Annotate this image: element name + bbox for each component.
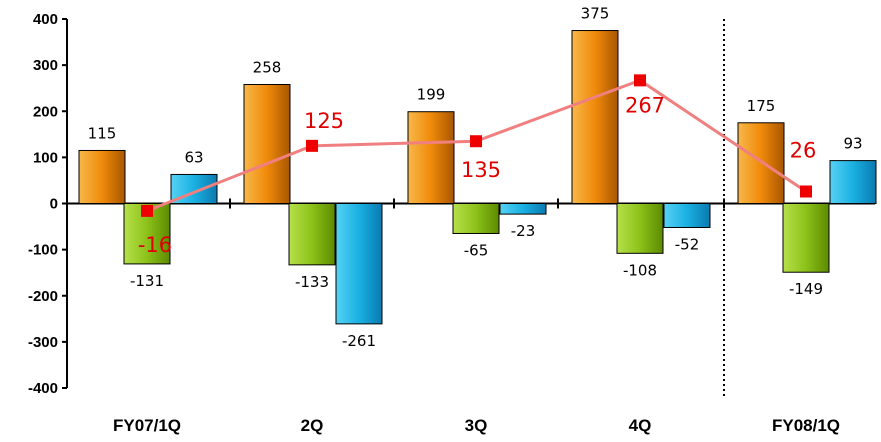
- bar-series-2-bar: [288, 203, 336, 266]
- y-tick-label: -100: [28, 242, 58, 259]
- bar-value-label: -108: [623, 261, 657, 279]
- y-tick-label: 100: [33, 149, 58, 166]
- line-series: [141, 74, 812, 217]
- bar-value-label: 63: [184, 148, 203, 166]
- line-point-marker: [141, 204, 153, 217]
- bars: [78, 30, 877, 325]
- bar-value-label: 93: [843, 135, 862, 153]
- y-tick-label: 200: [33, 103, 58, 120]
- bar-series-3-bar: [829, 160, 877, 204]
- bar-value-label: -52: [675, 235, 700, 253]
- data-labels: 115 258 199 375 175 -131 -133 -65 -108 -149 63 -261…: [88, 5, 863, 350]
- bar-value-label: -261: [342, 332, 376, 350]
- bar-series-2-bar: [782, 203, 830, 273]
- y-tick-label: 0: [50, 196, 58, 213]
- bar-series-3-bar: [663, 203, 711, 228]
- bar-series-2-bar: [616, 203, 664, 254]
- bar-value-label: 199: [417, 86, 446, 104]
- x-category-label: FY08/1Q: [772, 416, 840, 435]
- line-value-label: 135: [461, 158, 501, 182]
- x-category-label: 3Q: [465, 416, 488, 435]
- line-value-label: 26: [790, 139, 817, 163]
- bar-value-label: -131: [130, 272, 164, 290]
- bar-series-1-bar: [78, 149, 126, 205]
- line-value-label: -16: [138, 233, 172, 257]
- line-point-marker: [470, 135, 482, 148]
- y-tick-label: -400: [28, 380, 58, 397]
- line-point-marker: [306, 139, 318, 152]
- bar-series-1-bar: [243, 83, 291, 204]
- bar-value-label: 258: [253, 58, 282, 76]
- bar-series-3-bar: [499, 203, 547, 215]
- y-tick-label: 300: [33, 57, 58, 74]
- line-point-marker: [800, 185, 812, 198]
- bar-value-label: 175: [747, 97, 776, 115]
- x-category-label: FY07/1Q: [113, 416, 181, 435]
- bar-series-1-bar: [407, 111, 455, 204]
- bar-value-label: -23: [511, 222, 536, 240]
- y-tick-label: -300: [28, 334, 58, 351]
- bar-value-label: -65: [464, 241, 489, 259]
- line-value-label: 267: [625, 93, 665, 117]
- y-tick-label: -200: [28, 288, 58, 305]
- bar-value-label: -149: [789, 280, 823, 298]
- bar-series-2-bar: [452, 203, 500, 234]
- line-value-label: 125: [304, 109, 344, 133]
- x-category-label: 2Q: [301, 416, 324, 435]
- bar-series-3-bar: [335, 203, 383, 325]
- bar-series-1-bar: [571, 30, 619, 204]
- bar-value-label: -133: [295, 273, 329, 291]
- x-category-label: 4Q: [629, 416, 652, 435]
- y-tick-label: 400: [33, 11, 58, 28]
- bar-value-label: 375: [581, 5, 610, 23]
- line-point-marker: [634, 74, 646, 87]
- bar-value-label: 115: [88, 124, 117, 142]
